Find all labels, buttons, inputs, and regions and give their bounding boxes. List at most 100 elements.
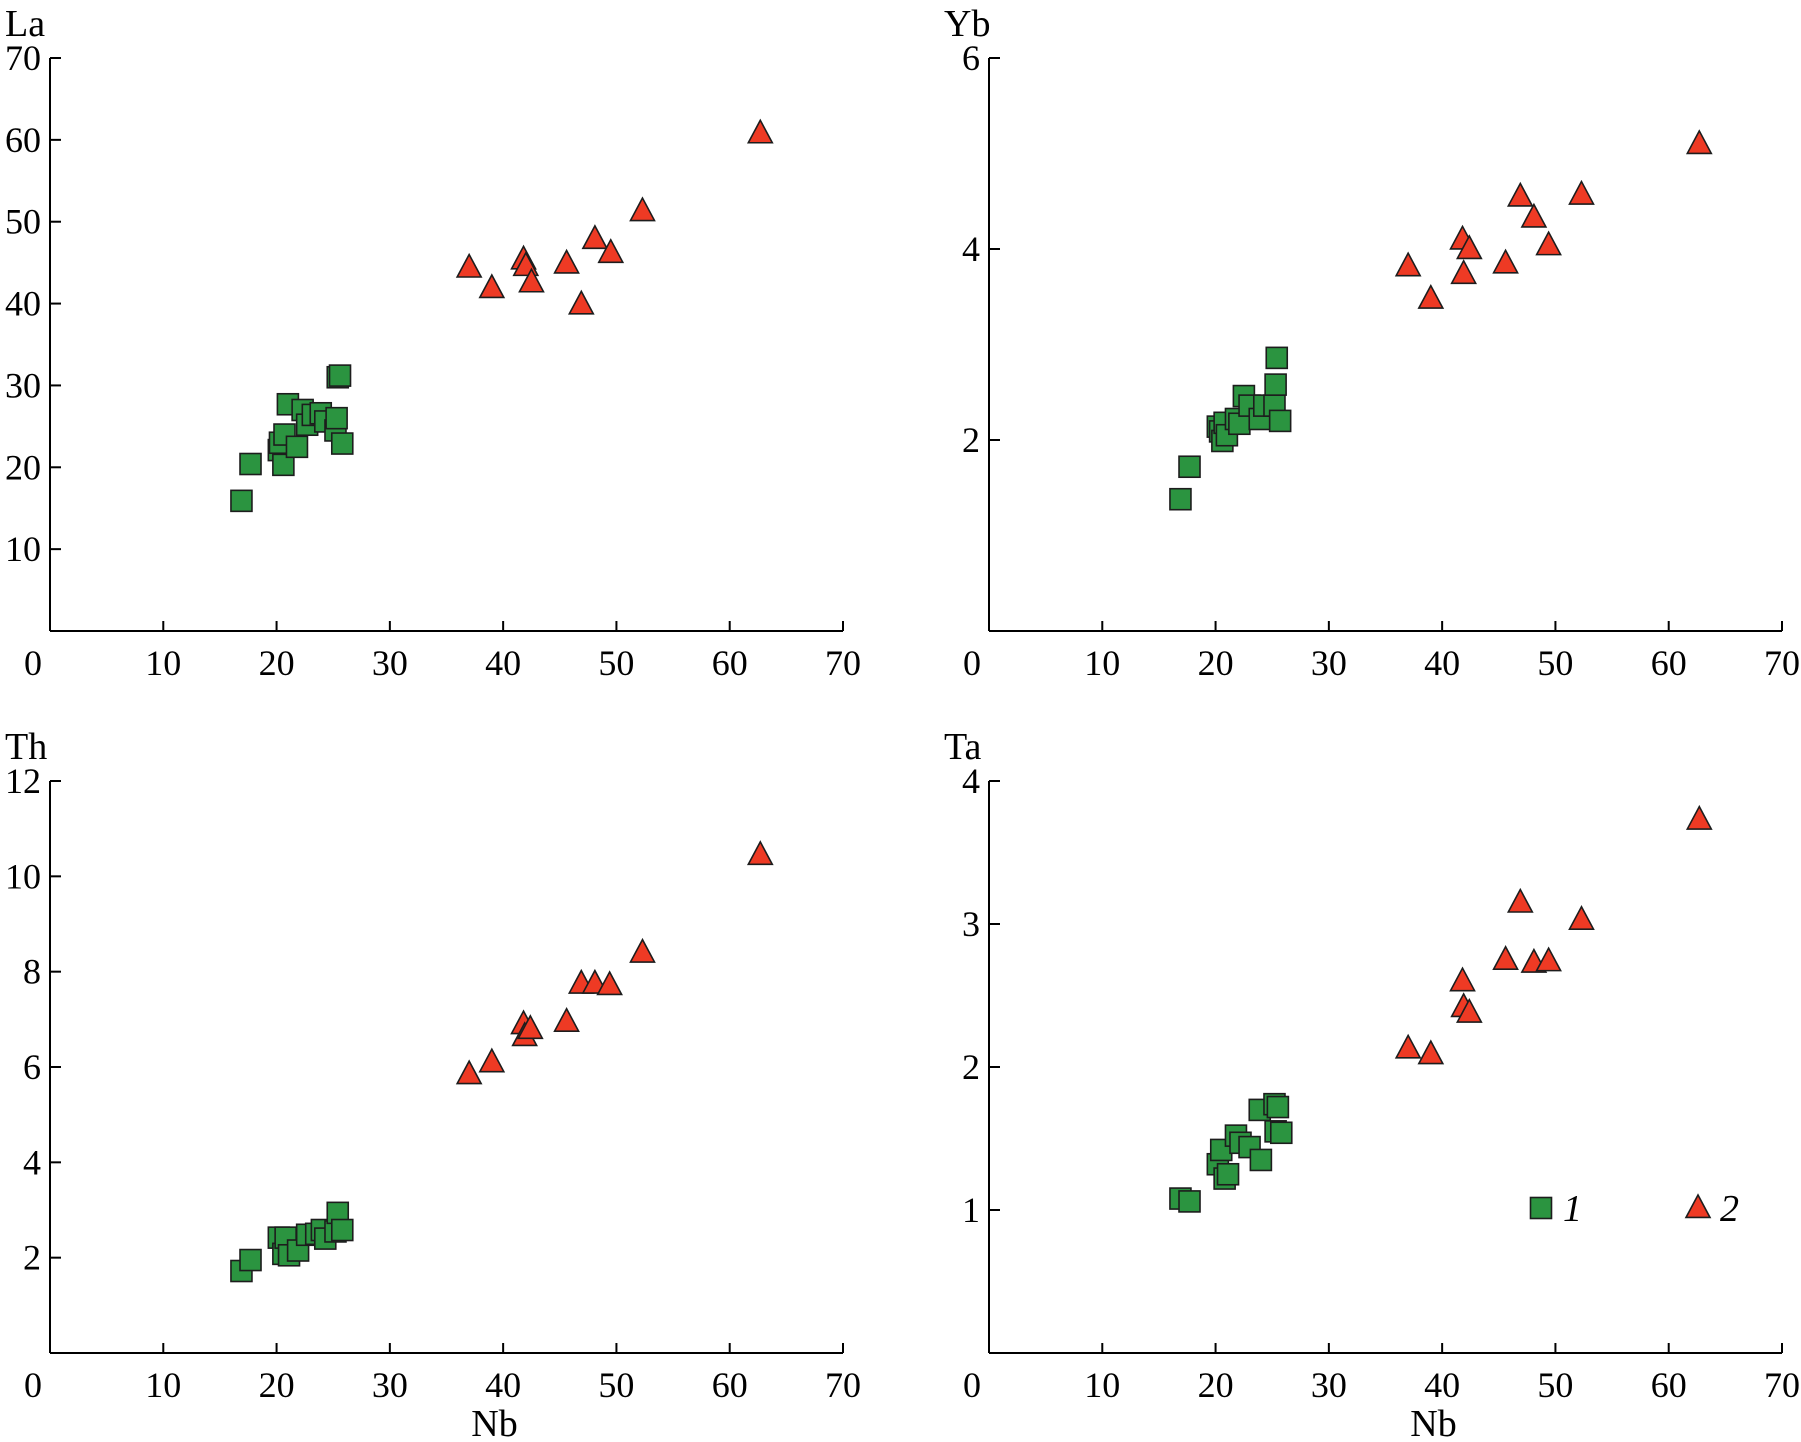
data-point [455,1059,483,1085]
y-tick-label: 1 [962,1190,980,1230]
data-point [1568,179,1595,205]
x-tick-label: 20 [1198,643,1234,683]
chart-panel-yb: 0 10 20 30 40 50 60 70 2 4 6Yb [944,3,1800,683]
y-tick-label: 6 [23,1047,41,1087]
x-tick-label: 70 [825,643,861,683]
y-axis-title: La [5,3,45,45]
x-tick-label: 10 [145,1365,181,1405]
data-point [1264,373,1287,396]
data-point [1455,234,1483,260]
y-tick-label: 10 [5,856,41,896]
legend-square-marker [1529,1196,1553,1220]
data-point [1455,997,1483,1023]
series-2 [455,840,774,1085]
data-point [746,118,774,144]
legend-item-1: 1 [1529,1188,1582,1230]
data-point [1450,259,1478,285]
data-point [330,432,354,455]
data-point [629,937,656,963]
y-tick-label: 20 [5,447,41,487]
data-point [1269,1121,1293,1145]
data-point [1520,202,1548,228]
x-tick-label: 60 [1651,643,1687,683]
data-point [1568,904,1595,930]
data-point [553,1006,580,1032]
y-tick-label: 30 [5,365,41,405]
y-axis-title: Th [5,726,47,768]
x-tick-label: 70 [825,1365,861,1405]
data-point [596,970,623,996]
series-2 [1394,804,1713,1065]
x-tick-label: 50 [1537,1365,1573,1405]
x-tick-label: 20 [259,643,295,683]
x-tick-label: 0 [963,1365,981,1405]
data-point [1266,1095,1290,1119]
series-1 [230,1201,354,1283]
data-point [478,1047,506,1073]
x-tick-label: 20 [1198,1365,1234,1405]
x-tick-label: 70 [1764,1365,1800,1405]
y-tick-label: 4 [962,761,980,801]
legend-label: 1 [1563,1188,1582,1230]
y-tick-label: 6 [962,38,980,78]
data-point [1249,1148,1273,1172]
data-point [1506,181,1534,207]
data-point [629,196,656,222]
data-point [581,224,609,250]
data-point [239,1248,262,1272]
x-tick-label: 0 [24,643,42,683]
data-point [1178,1190,1201,1213]
y-tick-label: 12 [5,761,41,801]
series-1 [1169,1092,1293,1213]
x-tick-label: 60 [712,643,748,683]
data-point [272,453,295,477]
x-tick-label: 30 [1311,1365,1347,1405]
data-point [1394,251,1422,277]
x-tick-label: 10 [1084,1365,1120,1405]
x-tick-label: 0 [24,1365,42,1405]
data-point [1417,283,1445,309]
data-point [1535,946,1562,972]
data-point [1216,1162,1240,1186]
y-tick-label: 8 [23,952,41,992]
data-point [1492,945,1519,971]
y-axis-title: Ta [944,726,982,768]
y-tick-label: 3 [962,904,980,944]
data-point [1535,230,1562,256]
data-point [516,1014,544,1040]
x-tick-label: 10 [145,643,181,683]
y-tick-label: 50 [5,202,41,242]
data-point [239,452,262,476]
y-tick-label: 70 [5,38,41,78]
y-tick-label: 40 [5,284,41,324]
x-tick-label: 10 [1084,643,1120,683]
y-tick-label: 10 [5,529,41,569]
data-point [1417,1039,1445,1065]
x-tick-label: 60 [712,1365,748,1405]
x-axis-title: Nb [1410,1403,1456,1442]
data-point [597,238,625,264]
y-tick-label: 2 [23,1238,41,1278]
data-point [553,248,580,274]
data-point [1265,346,1289,370]
data-point [518,267,545,293]
legend-label: 2 [1720,1188,1739,1230]
x-tick-label: 70 [1764,643,1800,683]
data-point [285,435,309,459]
x-tick-label: 30 [1311,643,1347,683]
y-tick-label: 4 [962,229,980,269]
x-tick-label: 50 [1537,643,1573,683]
data-point [567,289,595,315]
series-1 [1169,346,1292,511]
x-tick-label: 30 [372,1365,408,1405]
data-point [325,406,348,430]
data-point [1685,129,1713,155]
data-point [1394,1033,1422,1059]
data-point [330,1218,354,1242]
y-tick-label: 2 [962,1047,980,1087]
